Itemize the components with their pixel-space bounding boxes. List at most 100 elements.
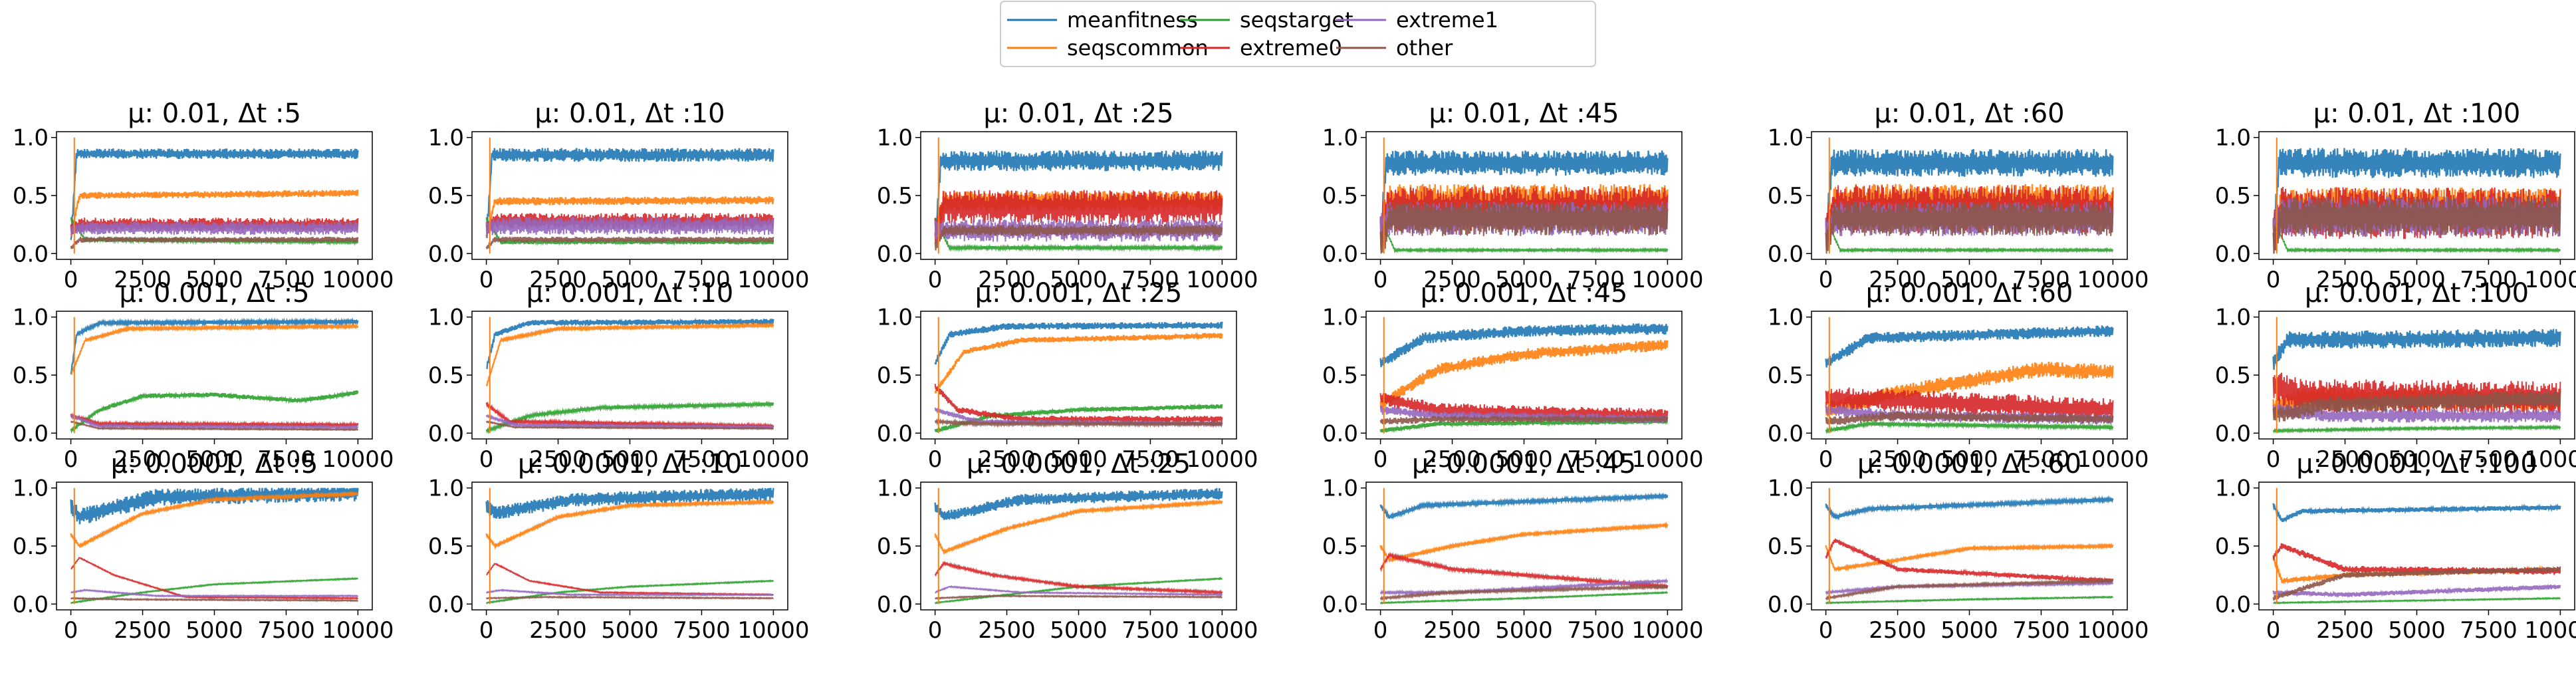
series-line-extreme0 bbox=[486, 563, 774, 597]
x-tick-label: 0 bbox=[1819, 617, 1833, 644]
series-line-extreme1 bbox=[934, 218, 1223, 242]
series-line-seqstarget bbox=[485, 400, 774, 435]
x-tick-label: 2500 bbox=[114, 617, 172, 644]
legend-label-other: other bbox=[1396, 35, 1453, 61]
series-line-other bbox=[1825, 411, 2114, 425]
x-tick-label: 0 bbox=[928, 446, 943, 473]
series-line-extreme1 bbox=[485, 414, 774, 431]
x-tick-label: 0 bbox=[928, 617, 943, 644]
series-line-extreme0 bbox=[1379, 393, 1669, 422]
series-line-other bbox=[934, 418, 1223, 428]
subplot-title: μ: 0.0001, Δt :5 bbox=[111, 449, 318, 480]
series-line-meanfitness bbox=[934, 150, 1223, 243]
series-line-extreme1 bbox=[1379, 406, 1669, 424]
subplot-15: μ: 0.0001, Δt :25 0 2500 5000 7500 10000 0.0 0.… bbox=[877, 449, 1258, 644]
subplot-title: μ: 0.0001, Δt :45 bbox=[1412, 449, 1636, 480]
y-tick-label: 0.5 bbox=[13, 183, 49, 209]
y-tick-label: 0.0 bbox=[13, 420, 49, 447]
y-tick-label: 1.0 bbox=[877, 305, 913, 331]
x-tick-label: 7500 bbox=[1567, 617, 1625, 644]
x-tick-label: 2500 bbox=[114, 267, 172, 293]
x-tick-label: 0 bbox=[1819, 267, 1833, 293]
x-tick-label: 10000 bbox=[2077, 267, 2149, 293]
series-line-seqstarget bbox=[2272, 424, 2561, 434]
subplot-8: μ: 0.001, Δt :10 0 2500 5000 7500 10000 0.0 0.5… bbox=[428, 278, 810, 473]
series-group bbox=[1825, 317, 2114, 434]
y-tick-label: 0.0 bbox=[428, 591, 464, 618]
subplot-9: μ: 0.001, Δt :25 0 2500 5000 7500 10000 0.0 0.5… bbox=[877, 278, 1258, 473]
subplot-title: μ: 0.01, Δt :10 bbox=[534, 98, 725, 129]
x-tick-label: 10000 bbox=[2524, 267, 2576, 293]
y-tick-label: 1.0 bbox=[428, 305, 464, 331]
x-tick-label: 5000 bbox=[601, 617, 659, 644]
y-tick-label: 0.0 bbox=[2215, 420, 2251, 447]
series-line-other bbox=[1825, 201, 2114, 254]
x-tick-label: 2500 bbox=[2316, 267, 2374, 293]
x-tick-label: 5000 bbox=[1495, 446, 1553, 473]
y-tick-label: 1.0 bbox=[13, 305, 49, 331]
series-line-meanfitness bbox=[1825, 149, 2114, 239]
x-tick-label: 0 bbox=[2266, 446, 2281, 473]
subplot-title: μ: 0.01, Δt :45 bbox=[1429, 98, 1619, 129]
y-tick-label: 0.5 bbox=[2215, 533, 2251, 560]
x-tick-label: 0 bbox=[1373, 617, 1388, 644]
x-tick-label: 7500 bbox=[1121, 617, 1179, 644]
subplot-title: μ: 0.001, Δt :25 bbox=[975, 278, 1183, 309]
y-tick-label: 1.0 bbox=[1322, 305, 1358, 331]
subplot-title: μ: 0.0001, Δt :25 bbox=[967, 449, 1191, 480]
x-tick-label: 10000 bbox=[737, 617, 809, 644]
series-line-other bbox=[70, 597, 359, 603]
series-group bbox=[1825, 137, 2114, 254]
x-tick-label: 7500 bbox=[257, 617, 315, 644]
subplot-title: μ: 0.001, Δt :10 bbox=[527, 278, 734, 309]
series-line-other bbox=[485, 420, 774, 430]
series-group bbox=[1379, 137, 1669, 254]
x-tick-label: 5000 bbox=[1940, 267, 1998, 293]
subplot-2: μ: 0.01, Δt :10 0 2500 5000 7500 10000 0.0 0.5 1… bbox=[428, 98, 810, 293]
series-line-other bbox=[485, 235, 774, 249]
series-group bbox=[2272, 487, 2561, 605]
series-line-meanfitness bbox=[1379, 492, 1669, 520]
series-line-meanfitness bbox=[485, 148, 774, 239]
x-tick-label: 7500 bbox=[2012, 617, 2070, 644]
subplot-18: μ: 0.0001, Δt :100 0 2500 5000 7500 10000 0.0 0… bbox=[2215, 449, 2576, 644]
series-line-other bbox=[70, 420, 359, 432]
x-tick-label: 7500 bbox=[2012, 267, 2070, 293]
x-tick-label: 10000 bbox=[322, 617, 394, 644]
subplot-title: μ: 0.0001, Δt :100 bbox=[2296, 449, 2537, 480]
y-tick-label: 1.0 bbox=[2215, 125, 2251, 152]
series-line-extreme1 bbox=[485, 216, 774, 237]
y-tick-label: 0.0 bbox=[428, 241, 464, 267]
series-line-seqscommon bbox=[1379, 340, 1669, 409]
x-tick-label: 7500 bbox=[2012, 446, 2070, 473]
y-tick-label: 0.0 bbox=[13, 591, 49, 618]
series-group bbox=[485, 487, 774, 605]
x-tick-label: 0 bbox=[2266, 617, 2281, 644]
x-tick-label: 7500 bbox=[673, 446, 731, 473]
series-line-extreme1 bbox=[2272, 583, 2561, 599]
legend-frame bbox=[1000, 1, 1596, 67]
x-tick-label: 0 bbox=[928, 267, 943, 293]
x-tick-label: 5000 bbox=[1940, 617, 1998, 644]
x-tick-label: 10000 bbox=[322, 267, 394, 293]
y-tick-label: 0.0 bbox=[2215, 591, 2251, 618]
series-group bbox=[2272, 317, 2561, 434]
series-line-meanfitness bbox=[1379, 323, 1669, 368]
x-tick-label: 2500 bbox=[1423, 267, 1481, 293]
x-tick-label: 7500 bbox=[673, 267, 731, 293]
series-line-extreme0 bbox=[2272, 372, 2561, 416]
series-line-meanfitness bbox=[486, 317, 774, 370]
x-tick-label: 2500 bbox=[2316, 446, 2374, 473]
subplot-grid: μ: 0.01, Δt :50 2500 5000 7500 100000.00.51.… bbox=[13, 98, 2576, 644]
series-line-extreme0 bbox=[485, 401, 774, 430]
legend-label-extreme1: extreme1 bbox=[1396, 7, 1498, 33]
series-line-other bbox=[2272, 565, 2561, 601]
series-line-seqstarget bbox=[1825, 595, 2114, 605]
subplot-17: μ: 0.0001, Δt :60 0 2500 5000 7500 10000 0.0 0.… bbox=[1768, 449, 2149, 644]
series-line-seqstarget bbox=[1825, 420, 2114, 434]
x-tick-label: 0 bbox=[1373, 267, 1388, 293]
series-line-seqstarget bbox=[70, 390, 359, 434]
x-tick-label: 5000 bbox=[601, 267, 659, 293]
x-tick-label: 5000 bbox=[1050, 267, 1108, 293]
series-line-other bbox=[70, 235, 359, 249]
